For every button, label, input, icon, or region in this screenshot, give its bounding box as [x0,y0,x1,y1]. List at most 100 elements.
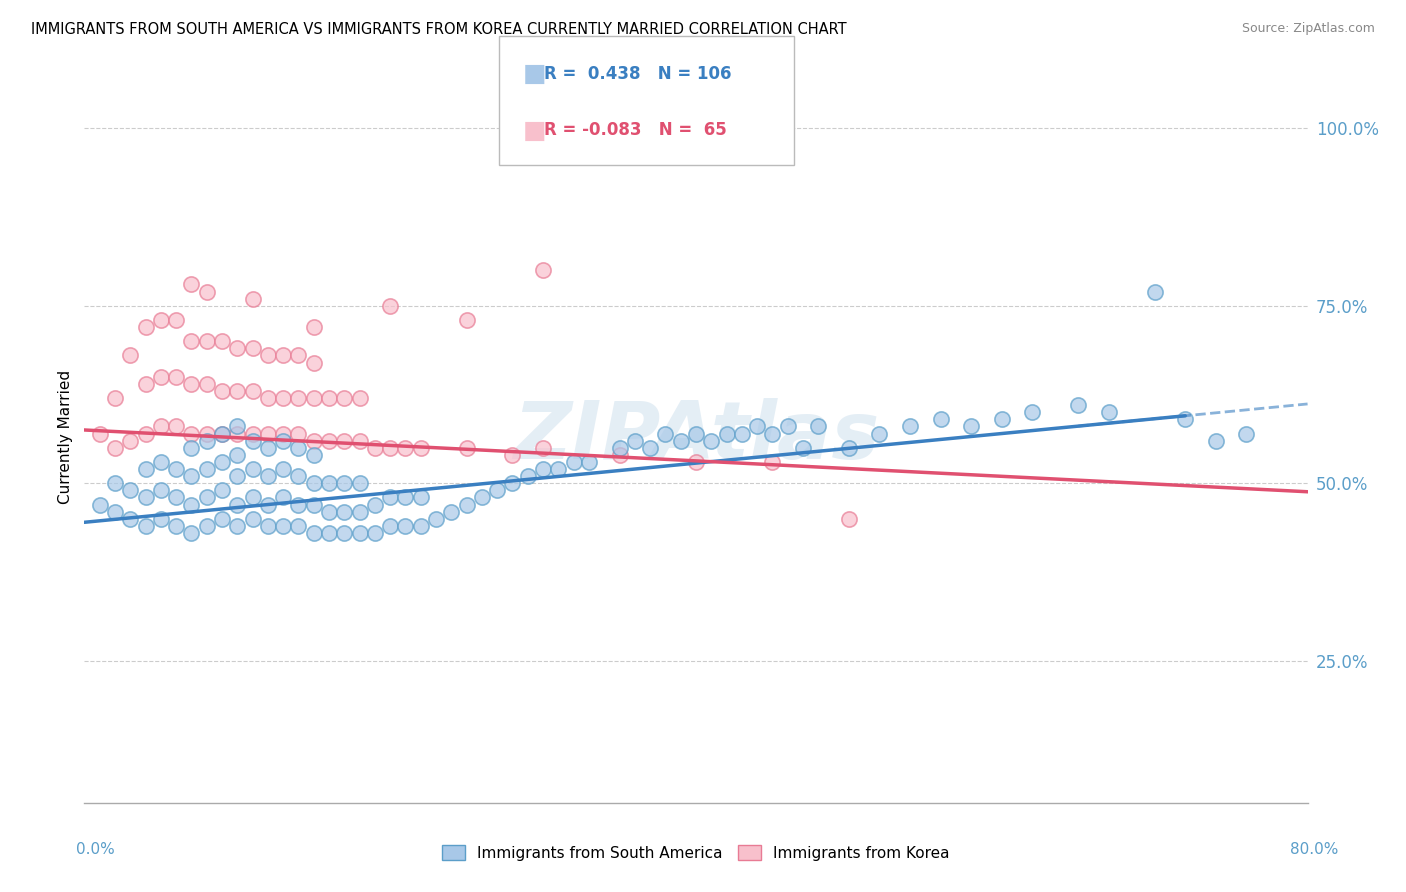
Point [242,341,264,355]
Point [149,369,172,384]
Point [302,320,325,334]
Point [409,519,432,533]
Point [242,462,264,476]
Point [257,498,280,512]
Point [89,426,111,441]
Point [257,469,280,483]
Point [516,469,538,483]
Point [149,313,172,327]
Point [409,491,432,505]
Point [333,434,356,448]
Point [380,491,402,505]
Point [333,525,356,540]
Point [226,384,249,398]
Point [104,441,127,455]
Point [195,491,218,505]
Text: R = -0.083   N =  65: R = -0.083 N = 65 [544,121,727,139]
Point [180,426,202,441]
Text: 0.0%: 0.0% [76,842,115,856]
Point [349,391,371,405]
Point [349,505,371,519]
Point [257,519,280,533]
Point [242,491,264,505]
Point [165,419,187,434]
Point [991,412,1014,426]
Point [195,334,218,349]
Point [609,441,631,455]
Point [700,434,723,448]
Point [838,441,860,455]
Point [425,512,447,526]
Text: ■: ■ [523,119,547,143]
Point [761,426,783,441]
Point [195,285,218,299]
Point [838,512,860,526]
Point [302,355,325,369]
Point [349,476,371,491]
Point [578,455,600,469]
Point [135,462,157,476]
Point [211,426,233,441]
Point [271,426,294,441]
Point [333,505,356,519]
Point [180,376,202,391]
Point [333,476,356,491]
Point [1236,426,1258,441]
Point [747,419,769,434]
Point [149,419,172,434]
Point [257,441,280,455]
Point [502,448,524,462]
Point [165,519,187,533]
Point [149,483,172,498]
Point [226,448,249,462]
Point [624,434,647,448]
Point [120,483,142,498]
Point [242,434,264,448]
Point [287,519,309,533]
Text: Source: ZipAtlas.com: Source: ZipAtlas.com [1241,22,1375,36]
Point [486,483,509,498]
Point [302,525,325,540]
Point [242,512,264,526]
Point [180,277,202,292]
Point [302,498,325,512]
Point [226,498,249,512]
Point [195,434,218,448]
Point [287,469,309,483]
Point [180,498,202,512]
Point [502,476,524,491]
Point [394,519,416,533]
Point [135,519,157,533]
Point [226,469,249,483]
Point [807,419,830,434]
Point [242,426,264,441]
Point [89,498,111,512]
Point [104,391,127,405]
Point [195,462,218,476]
Point [440,505,463,519]
Point [1021,405,1043,419]
Point [135,426,157,441]
Point [380,299,402,313]
Point [195,426,218,441]
Text: ■: ■ [523,62,547,86]
Point [394,441,416,455]
Point [685,455,707,469]
Point [380,519,402,533]
Point [302,391,325,405]
Point [271,348,294,362]
Point [226,519,249,533]
Point [471,491,494,505]
Point [271,434,294,448]
Point [318,476,340,491]
Point [257,426,280,441]
Point [211,455,233,469]
Point [242,292,264,306]
Point [226,419,249,434]
Point [257,348,280,362]
Point [287,391,309,405]
Point [1067,398,1090,412]
Point [211,512,233,526]
Point [609,448,631,462]
Point [731,426,754,441]
